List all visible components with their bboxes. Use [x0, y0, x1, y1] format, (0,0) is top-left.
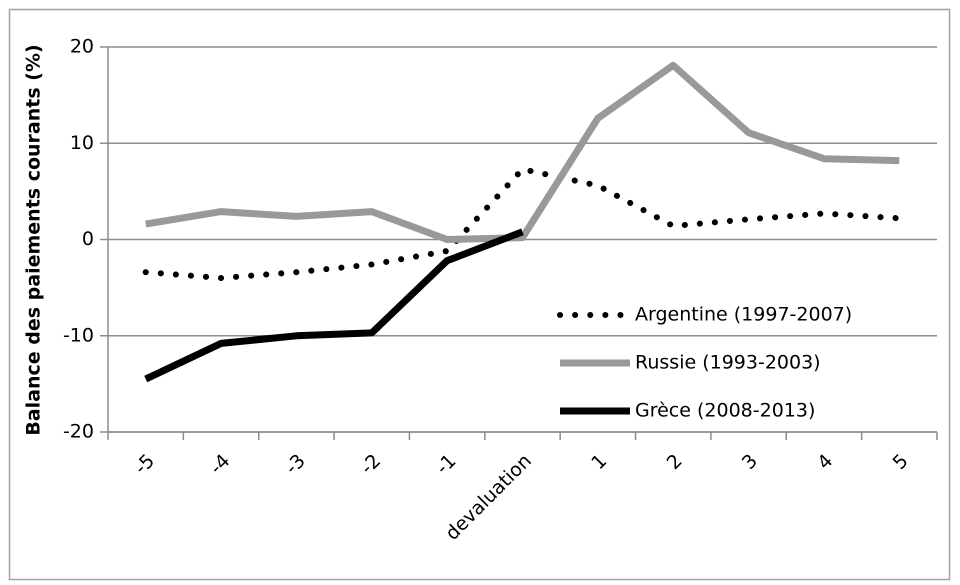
- y-tick-label: -20: [63, 421, 94, 443]
- y-tick-label: 20: [70, 36, 94, 58]
- x-tick-label: -1: [432, 450, 461, 479]
- x-tick-label: 4: [813, 450, 837, 474]
- x-tick-label: -3: [281, 450, 310, 479]
- y-tick-label: 10: [70, 132, 94, 154]
- x-tick-label: 3: [738, 450, 762, 474]
- x-tick-label: 1: [587, 450, 611, 474]
- legend-label: Russie (1993-2003): [635, 352, 821, 374]
- x-tick-label: 2: [663, 450, 687, 474]
- x-tick-label: -2: [356, 450, 385, 479]
- y-tick-label: 0: [82, 228, 94, 250]
- x-tick-label: 5: [889, 450, 913, 474]
- y-tick-label: -10: [63, 324, 94, 346]
- legend-label: Argentine (1997-2007): [635, 304, 852, 326]
- chart-border: [8, 8, 951, 581]
- x-tick-label: -5: [130, 450, 159, 479]
- legend-label: Grèce (2008-2013): [635, 400, 815, 422]
- series-line: [144, 228, 524, 383]
- series-line: [145, 61, 900, 243]
- x-tick-label: -4: [206, 450, 235, 479]
- y-axis-title: Balance des paiements courants (%): [23, 44, 45, 435]
- series-line: [142, 166, 903, 281]
